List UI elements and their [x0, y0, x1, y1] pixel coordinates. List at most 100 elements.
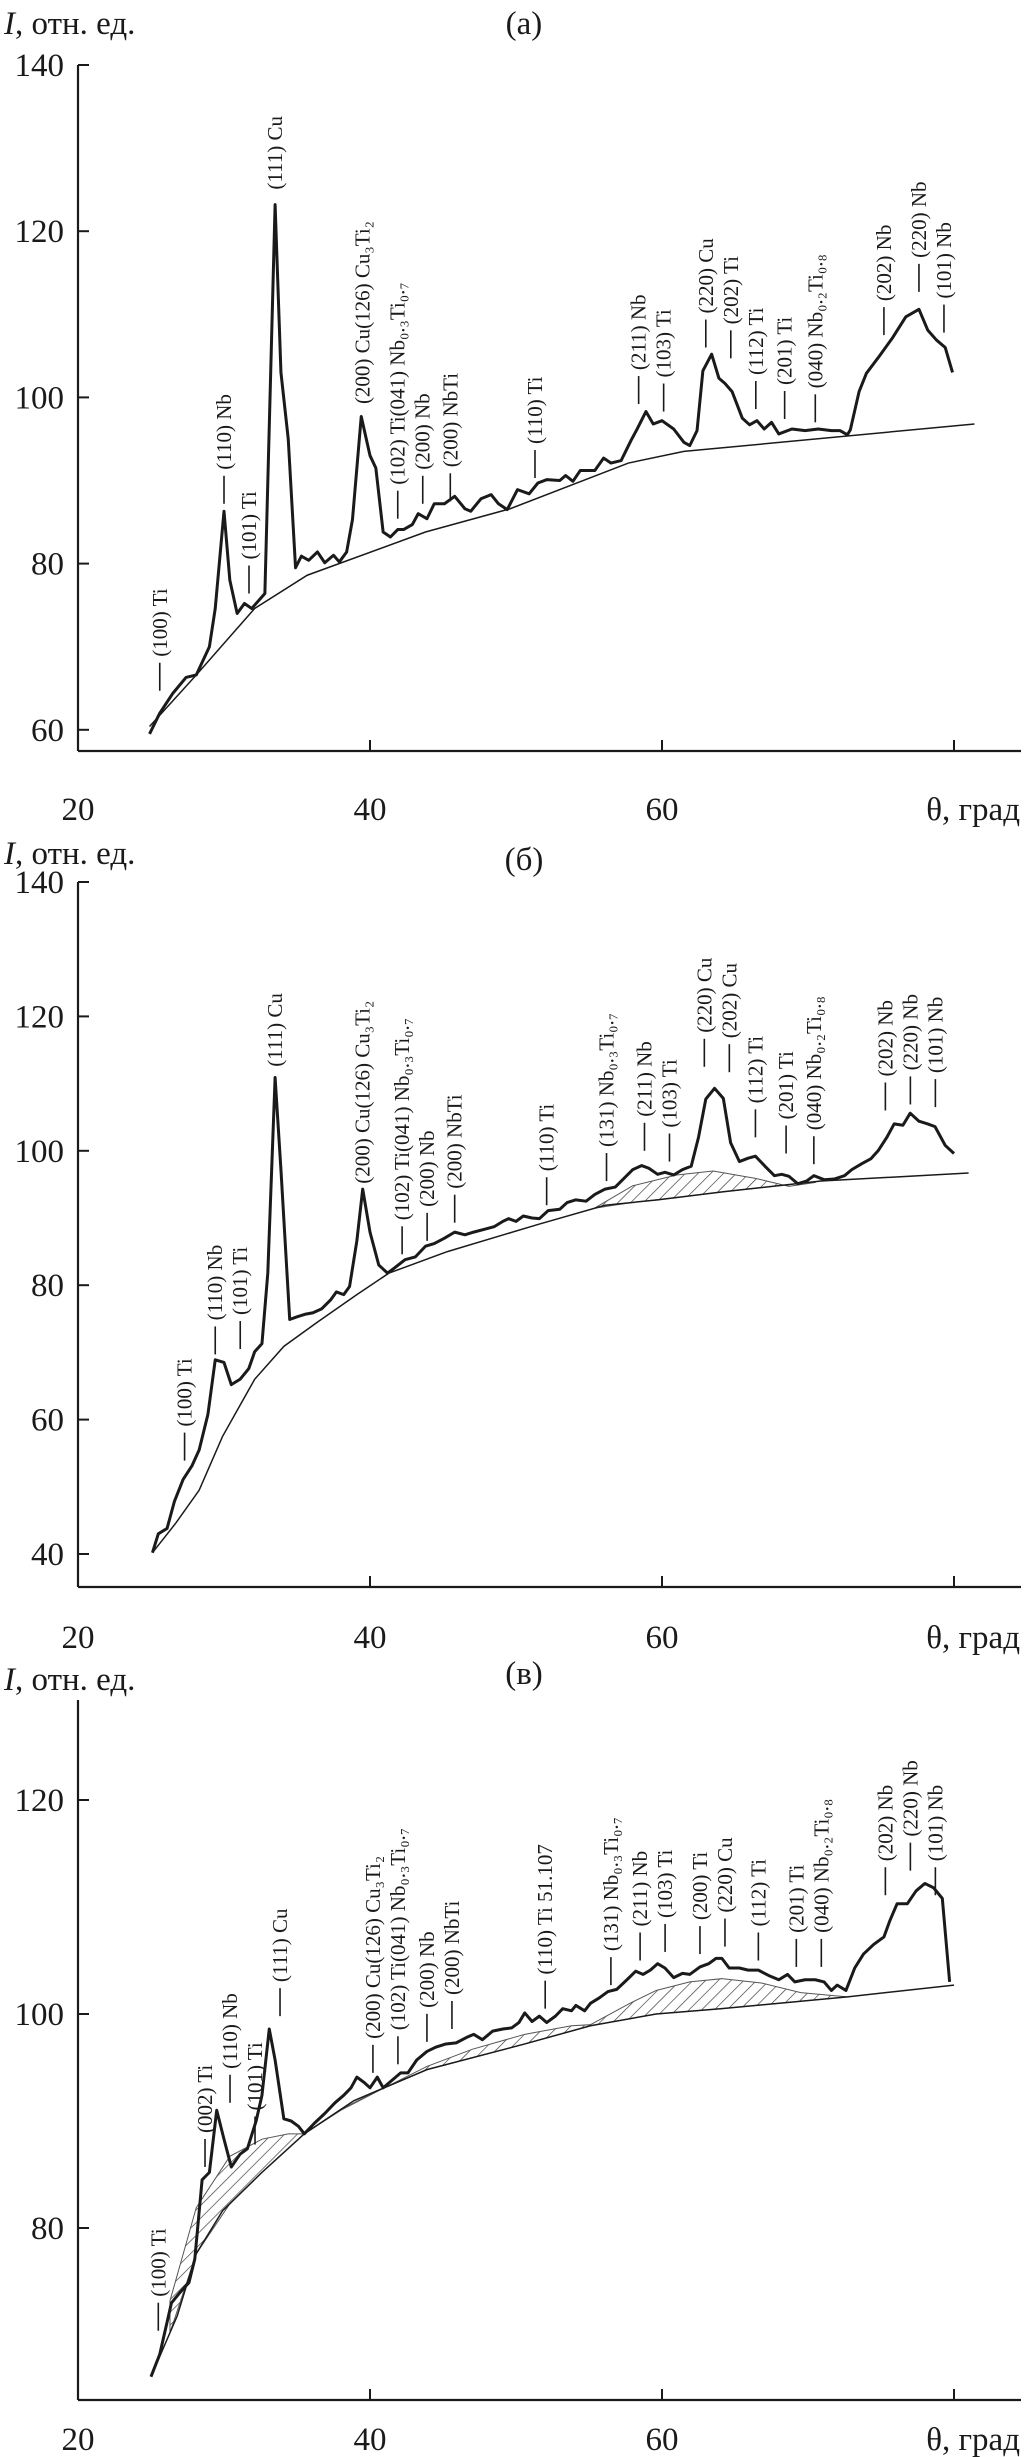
- peak-label: (040) Nb₀.₂Ti₀.₈: [802, 996, 826, 1130]
- peak-label: (101) Ti: [228, 1247, 252, 1315]
- peak-label: (100) Ti: [173, 1358, 197, 1426]
- peak-label: (200) Nb: [415, 1130, 439, 1206]
- panel-title: (б): [505, 842, 544, 878]
- peak-label: (202) Nb: [873, 1785, 897, 1861]
- peak-label: (220) Cu: [713, 1837, 737, 1913]
- peak-label: (110) Ti 51.107: [533, 1844, 557, 1975]
- y-tick-label: 120: [15, 999, 65, 1035]
- peak-label: (101) Nb: [923, 1785, 947, 1861]
- y-tick-label: 100: [15, 1997, 65, 2033]
- peak-label: (111) Cu: [268, 1908, 292, 1982]
- peak-label: (111) Cu: [263, 993, 287, 1067]
- y-axis-label: I, отн. ед.: [3, 6, 135, 42]
- peak-label: (200) NbTi: [443, 1094, 467, 1188]
- x-axis-label: θ, град: [926, 792, 1020, 828]
- peak-label: (131) Nb₀.₃Ti₀.₇: [595, 1013, 619, 1147]
- x-tick-label: 20: [62, 2422, 95, 2457]
- peak-label: (110) Ti: [523, 376, 547, 444]
- peak-label: (101) Nb: [923, 997, 947, 1073]
- peak-label: (103) Ti: [652, 309, 676, 377]
- experimental-line: [148, 203, 954, 735]
- y-tick-label: 40: [31, 1537, 64, 1573]
- peak-label: (103) Ti: [653, 1849, 677, 1917]
- peak-label: (002) Ti: [193, 2065, 217, 2133]
- y-tick-label: 100: [15, 1134, 65, 1170]
- x-tick-label: 40: [354, 792, 387, 828]
- peak-label: (200) Cu(126) Cu₃Ti₂: [361, 1856, 385, 2039]
- peak-label: (200) Nb: [411, 393, 435, 469]
- x-tick-label: 40: [354, 1620, 387, 1656]
- peak-label: (200) NbTi: [440, 1900, 464, 1994]
- panel-c: I, отн. ед. (в) θ, град 80 100 120 20 40 60 (1…: [3, 1656, 1021, 2457]
- peak-label: (220) Cu: [694, 238, 718, 314]
- panel-title: (а): [506, 6, 543, 42]
- peak-label: (103) Ti: [657, 1059, 681, 1127]
- peak-label: (202) Ti: [719, 256, 743, 324]
- y-tick-label: 80: [31, 2211, 64, 2247]
- peak-label: (211) Nb: [627, 294, 651, 370]
- peak-label: (200) Cu(126) Cu₃Ti₂: [351, 221, 375, 404]
- peak-label: (112) Ti: [743, 1036, 767, 1104]
- peak-label: (211) Nb: [628, 1851, 652, 1927]
- peak-label: (200) Ti: [688, 1852, 712, 1920]
- x-tick-label: 60: [646, 1620, 679, 1656]
- y-tick-label: 140: [15, 48, 65, 84]
- peak-label: (211) Nb: [632, 1041, 656, 1117]
- y-tick-label: 60: [31, 1403, 64, 1439]
- peak-label: (110) Nb: [218, 1993, 242, 2069]
- background-line: [151, 1172, 969, 1554]
- peak-label: (202) Nb: [872, 225, 896, 301]
- peak-label: (102) Ti(041) Nb₀.₃Ti₀.₇: [390, 1018, 414, 1220]
- peak-label: (101) Ti: [237, 491, 261, 559]
- peak-label: (202) Nb: [873, 1000, 897, 1076]
- x-tick-label: 60: [646, 792, 679, 828]
- peak-label: (101) Ti: [243, 2042, 267, 2110]
- y-tick-label: 120: [15, 1783, 65, 1819]
- x-tick-label: 60: [646, 2422, 679, 2457]
- panel-b: I, отн. ед. (б) θ, град 40 60 80 100 120 140 2…: [3, 836, 1021, 1656]
- background-line: [148, 423, 975, 727]
- peak-label: (200) NbTi: [438, 373, 462, 467]
- y-tick-label: 100: [15, 380, 65, 416]
- peak-label: (110) Nb: [212, 394, 236, 470]
- peak-label: (220) Nb: [898, 994, 922, 1070]
- y-axis-label: I, отн. ед.: [3, 1662, 135, 1698]
- peak-label: (112) Ti: [744, 307, 768, 375]
- peak-label: (200) Cu(126) Cu₃Ti₂: [351, 1001, 375, 1184]
- peak-label: (110) Ti: [535, 1104, 559, 1172]
- y-tick-label: 60: [31, 713, 64, 749]
- x-tick-label: 40: [354, 2422, 387, 2457]
- y-axis-label: I, отн. ед.: [3, 836, 135, 872]
- background-line: [150, 1984, 955, 2378]
- peak-label: (101) Nb: [932, 222, 956, 298]
- peak-label: (201) Ti: [784, 1864, 808, 1932]
- peak-label: (200) Nb: [415, 1931, 439, 2007]
- y-tick-label: 80: [31, 1268, 64, 1304]
- x-axis-label: θ, град: [926, 2422, 1020, 2457]
- peak-label: (112) Ti: [746, 1859, 770, 1927]
- y-tick-label: 80: [31, 547, 64, 583]
- peak-label: (100) Ti: [148, 588, 172, 656]
- y-tick-label: 140: [15, 865, 65, 901]
- peak-label: (102) Ti(041) Nb₀.₃Ti₀.₇: [386, 1828, 410, 2030]
- panel-title: (в): [505, 1656, 543, 1692]
- peak-label: (040) Nb₀.₂Ti₀.₈: [803, 254, 827, 388]
- panel-a: I, отн. ед. (а) θ, град 60 80 100 120 140 20 4…: [3, 6, 1021, 828]
- x-tick-label: 20: [62, 1620, 95, 1656]
- x-axis-label: θ, град: [926, 1620, 1020, 1656]
- peak-label: (220) Nb: [907, 181, 931, 257]
- peak-label: (111) Cu: [263, 115, 287, 189]
- experimental-line: [149, 1881, 952, 2378]
- peak-label: (220) Cu: [692, 957, 716, 1033]
- peak-label: (201) Ti: [773, 317, 797, 385]
- peak-label: (040) Nb₀.₂Ti₀.₈: [809, 1799, 833, 1933]
- y-tick-label: 120: [15, 214, 65, 250]
- hatched-region: [169, 2133, 306, 2333]
- peak-label: (102) Ti(041) Nb₀.₃Ti₀.₇: [386, 282, 410, 484]
- peak-label: (110) Nb: [203, 1245, 227, 1321]
- hatched-region: [304, 2024, 591, 2135]
